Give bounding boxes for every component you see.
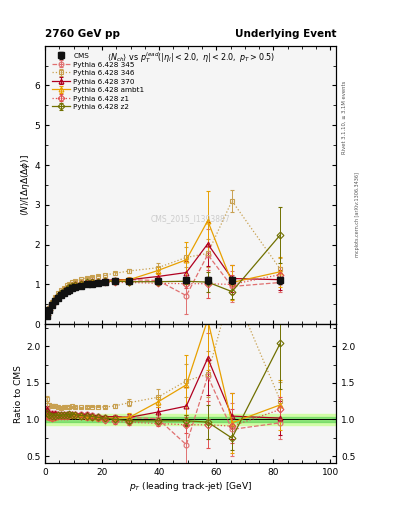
Y-axis label: Ratio to CMS: Ratio to CMS [14, 365, 23, 423]
Text: $\langle N_{ch}\rangle$ vs $p_T^{lead}$($|\eta_l|{<}2.0,\ \eta|{<}2.0,\ p_T{>}0.: $\langle N_{ch}\rangle$ vs $p_T^{lead}$(… [107, 50, 275, 65]
Text: Underlying Event: Underlying Event [235, 29, 336, 39]
Bar [45, 414, 336, 424]
Bar [45, 417, 336, 421]
Y-axis label: $\langle N\rangle/[\Delta\eta\Delta(\Delta\phi)]$: $\langle N\rangle/[\Delta\eta\Delta(\Del… [19, 154, 32, 216]
Text: 2760 GeV pp: 2760 GeV pp [45, 29, 120, 39]
X-axis label: $p_T$ (leading track-jet) [GeV]: $p_T$ (leading track-jet) [GeV] [129, 480, 252, 493]
Text: Rivet 3.1.10, ≥ 3.1M events: Rivet 3.1.10, ≥ 3.1M events [342, 81, 346, 155]
Legend: CMS, Pythia 6.428 345, Pythia 6.428 346, Pythia 6.428 370, Pythia 6.428 ambt1, P: CMS, Pythia 6.428 345, Pythia 6.428 346,… [52, 52, 145, 110]
Text: CMS_2015_I1393887: CMS_2015_I1393887 [151, 214, 230, 223]
Text: mcplots.cern.ch [arXiv:1306.3436]: mcplots.cern.ch [arXiv:1306.3436] [355, 173, 360, 258]
